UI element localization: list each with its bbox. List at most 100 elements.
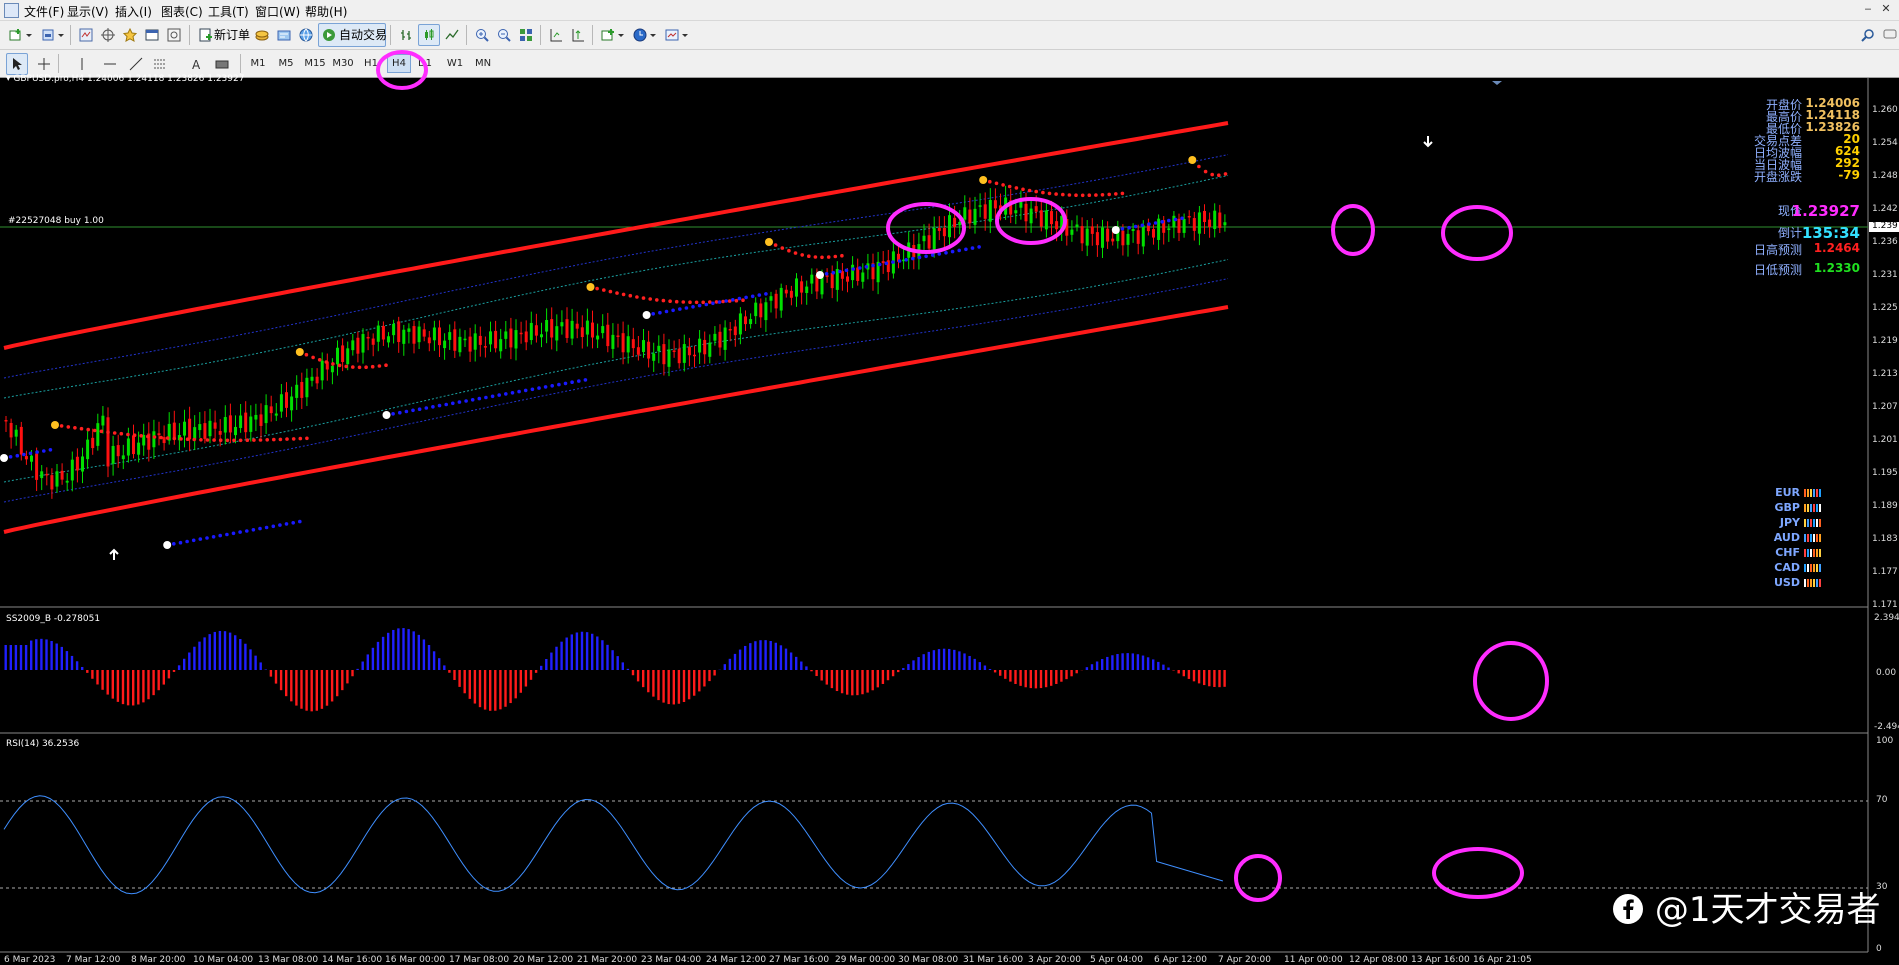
new-chart-button[interactable] — [6, 25, 26, 45]
menu-chart[interactable]: 图表(C) — [161, 3, 203, 20]
auto-trading-button[interactable]: 自动交易 — [318, 23, 386, 47]
vertical-line-button[interactable] — [72, 54, 92, 74]
histogram-bar-positive — [362, 662, 364, 670]
menu-view[interactable]: 显示(V) — [67, 3, 109, 20]
histogram-bar-negative — [866, 670, 868, 693]
chevron-down-icon[interactable] — [680, 25, 690, 45]
trendline-button[interactable] — [126, 54, 146, 74]
text-button[interactable]: A — [186, 54, 206, 74]
histogram-bar-negative — [489, 670, 491, 711]
timeframe-m1[interactable]: M1 — [246, 54, 270, 73]
price-tick: 1.201 — [1872, 435, 1898, 445]
trail-dot-down — [1001, 183, 1005, 187]
timeframe-d1[interactable]: D1 — [414, 54, 436, 73]
market-button[interactable] — [274, 25, 294, 45]
market-watch-button[interactable] — [76, 25, 96, 45]
trail-dot-down — [239, 439, 243, 443]
menu-help[interactable]: 帮助(H) — [305, 3, 347, 20]
search-icon — [1861, 28, 1875, 42]
zoom-in-button[interactable] — [472, 25, 492, 45]
histogram-bar-negative — [1060, 670, 1062, 682]
trail-dot-up — [517, 390, 521, 394]
candle-body — [198, 424, 201, 430]
chevron-down-icon[interactable] — [648, 25, 658, 45]
candle-body — [122, 455, 125, 459]
trail-dot-down — [1197, 165, 1201, 169]
timeframe-h4[interactable]: H4 — [387, 54, 411, 73]
minimize-icon[interactable]: ‒ — [1860, 2, 1876, 16]
channel-button[interactable] — [150, 54, 170, 74]
candle-body — [601, 326, 604, 333]
histogram-bar-positive — [586, 632, 588, 670]
price-tick: 1.242 — [1872, 204, 1898, 214]
histogram-bar-negative — [1065, 670, 1067, 679]
timeframe-m30[interactable]: M30 — [330, 54, 356, 73]
tile-windows-button[interactable] — [516, 25, 536, 45]
timeframe-mn[interactable]: MN — [472, 54, 494, 73]
label-button[interactable] — [212, 54, 232, 74]
histogram-bar-negative — [1070, 670, 1072, 676]
menu-file[interactable]: 文件(F) — [24, 3, 64, 20]
trail-dot-down — [728, 299, 732, 303]
trail-dot-down — [153, 435, 157, 439]
chart-shift-button[interactable] — [546, 25, 566, 45]
info-value: -79 — [1838, 168, 1860, 182]
order-label[interactable]: #22527048 buy 1.00 — [8, 216, 104, 226]
strategy-tester-button[interactable] — [164, 25, 184, 45]
trail-dot-up — [871, 264, 875, 268]
histogram-bar-positive — [729, 659, 731, 670]
community-button[interactable] — [1880, 25, 1899, 45]
timeframe-m15[interactable]: M15 — [302, 54, 328, 73]
indicators-button[interactable] — [598, 25, 618, 45]
candle-body — [1045, 210, 1048, 229]
close-icon[interactable]: ✕ — [1878, 2, 1894, 16]
candlestick-icon — [422, 28, 436, 42]
menu-window[interactable]: 窗口(W) — [255, 3, 300, 20]
histogram-bar-positive — [785, 649, 787, 670]
search-button[interactable] — [1858, 25, 1878, 45]
candle-body — [397, 321, 400, 342]
signals-button[interactable] — [252, 25, 272, 45]
horizontal-line-button[interactable] — [100, 54, 120, 74]
candle-body — [346, 348, 349, 364]
chevron-down-icon[interactable] — [56, 25, 66, 45]
histogram-bar-positive — [30, 641, 32, 670]
periods-button[interactable] — [630, 25, 650, 45]
crosshair-button[interactable] — [34, 54, 54, 74]
metaeditor-button[interactable] — [296, 25, 316, 45]
bar-chart-button[interactable] — [396, 25, 416, 45]
chevron-down-icon[interactable] — [24, 25, 34, 45]
candlestick-chart-button[interactable] — [418, 24, 440, 46]
candle-body — [234, 427, 237, 435]
histogram-bar-positive — [407, 629, 409, 670]
timeframe-w1[interactable]: W1 — [444, 54, 466, 73]
profiles-button[interactable] — [38, 25, 58, 45]
terminal-button[interactable] — [142, 25, 162, 45]
line-chart-button[interactable] — [442, 25, 462, 45]
histogram-bar-positive — [1142, 656, 1144, 670]
chevron-down-icon[interactable] — [616, 25, 626, 45]
chart-window[interactable]: ▾ GBPUSD.pro,H4 1.24006 1.24118 1.23826 … — [0, 78, 1899, 964]
auto-scroll-button[interactable] — [568, 25, 588, 45]
timeframe-m5[interactable]: M5 — [274, 54, 298, 73]
candle-body — [112, 446, 115, 464]
price-tick: 1.225 — [1872, 303, 1898, 313]
trail-dot-down — [226, 439, 230, 443]
navigator-button[interactable] — [120, 25, 140, 45]
new-order-button[interactable]: 新订单 — [196, 25, 250, 45]
menu-insert[interactable]: 插入(I) — [115, 3, 152, 20]
histogram-bar-positive — [606, 645, 608, 670]
timeframe-h1[interactable]: H1 — [360, 54, 382, 73]
histogram-bar-negative — [453, 670, 455, 680]
trail-dot-down — [1061, 193, 1065, 197]
menu-tools[interactable]: 工具(T) — [208, 3, 249, 20]
cursor-button[interactable] — [6, 53, 28, 75]
trail-dot-up — [1174, 218, 1178, 222]
data-window-button[interactable] — [98, 25, 118, 45]
zoom-out-button[interactable] — [494, 25, 514, 45]
candle-body — [535, 325, 538, 335]
histogram-bar-positive — [555, 647, 557, 670]
templates-button[interactable] — [662, 25, 682, 45]
chart-canvas[interactable] — [0, 78, 1899, 964]
trail-dot-down — [67, 425, 71, 429]
